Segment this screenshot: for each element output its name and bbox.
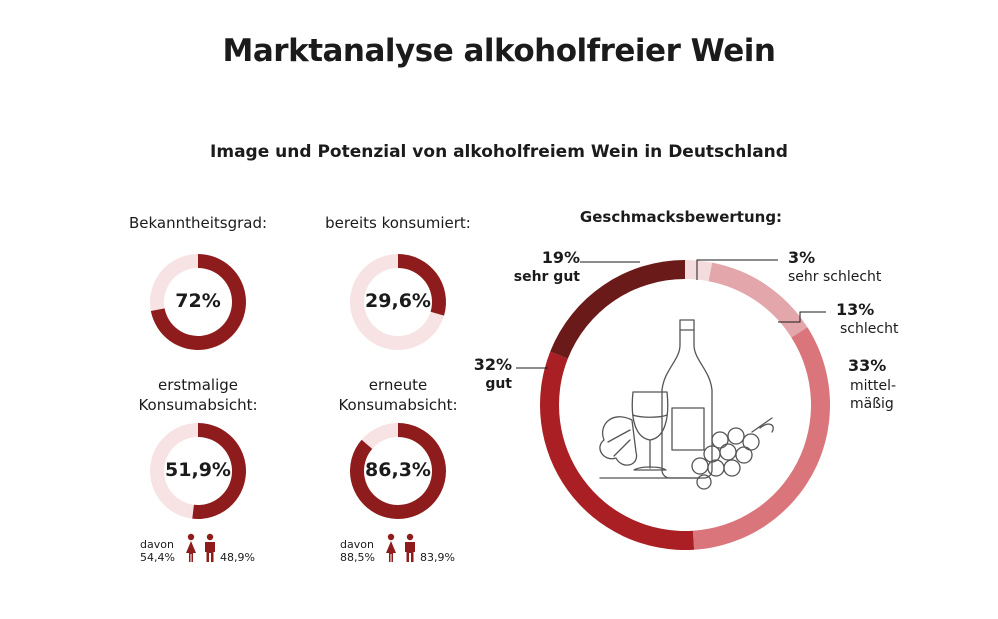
- metric-label-erneut: erneute Konsumabsicht:: [338, 376, 458, 414]
- taste-pct-sehr-gut: 19%: [541, 248, 580, 267]
- donut-track-erstmalig: [149, 423, 198, 519]
- donut-charts: [149, 254, 447, 520]
- metric-label-erstmalig: erstmalige Konsumabsicht:: [138, 376, 258, 414]
- page-title: Marktanalyse alkoholfreier Wein: [222, 33, 776, 69]
- wine-illustration-icon: [599, 319, 774, 490]
- taste-label-gut: gut: [485, 376, 512, 392]
- donut-value-bekanntheit: 72%: [175, 290, 221, 312]
- taste-label-sehr-gut: sehr gut: [513, 269, 580, 285]
- donut-fill-erstmalig: [192, 423, 246, 519]
- davon-label-erstmalig: davon: [140, 538, 174, 551]
- taste-pct-gut: 32%: [473, 355, 512, 374]
- taste-chart-title: Geschmacksbewertung:: [579, 208, 783, 226]
- leader-schlecht: [778, 311, 826, 323]
- female-value-erstmalig: 54,4%: [140, 551, 175, 564]
- female-value-erneut: 88,5%: [340, 551, 375, 564]
- taste-slice-schlecht: [708, 262, 808, 338]
- taste-pct-mittelmaessig: 33%: [848, 356, 887, 375]
- male-icon: [205, 533, 215, 562]
- donut-value-konsumiert: 29,6%: [365, 290, 431, 312]
- donut-fill-konsumiert: [398, 254, 447, 316]
- taste-ring-chart: [539, 260, 830, 550]
- donut-value-erneut: 86,3%: [365, 459, 431, 481]
- metric-label-bekanntheit: Bekanntheitsgrad:: [128, 214, 268, 232]
- metric-label-konsumiert: bereits konsumiert:: [325, 214, 471, 232]
- taste-slice-gut: [539, 351, 695, 550]
- donut-track-bekanntheit: [150, 254, 198, 311]
- chart-subtitle: Image und Potenzial von alkoholfreiem We…: [210, 142, 788, 162]
- donut-track-erneut: [361, 423, 398, 449]
- taste-slice-mittelmaessig: [692, 327, 830, 550]
- donut-value-erstmalig: 51,9%: [165, 459, 231, 481]
- taste-slice-sehr-gut: [550, 260, 685, 359]
- taste-slice-sehr-schlecht: [685, 260, 713, 282]
- female-icon: [386, 533, 396, 562]
- donut-track-konsumiert: [350, 254, 445, 351]
- davon-label-erneut: davon: [340, 538, 374, 551]
- donut-fill-bekanntheit: [150, 254, 246, 351]
- taste-label-mittelmaessig: mittel- mäßig: [850, 378, 897, 412]
- male-value-erstmalig: 48,9%: [220, 551, 255, 564]
- male-value-erneut: 83,9%: [420, 551, 455, 564]
- leader-sehr-schlecht: [696, 259, 778, 280]
- taste-pct-schlecht: 13%: [836, 300, 875, 319]
- taste-label-sehr-schlecht: sehr schlecht: [788, 269, 882, 285]
- male-icon: [405, 533, 415, 562]
- taste-label-schlecht: schlecht: [840, 321, 899, 337]
- taste-leader-lines: [516, 259, 826, 369]
- taste-pct-sehr-schlecht: 3%: [788, 248, 816, 267]
- female-icon: [186, 533, 196, 562]
